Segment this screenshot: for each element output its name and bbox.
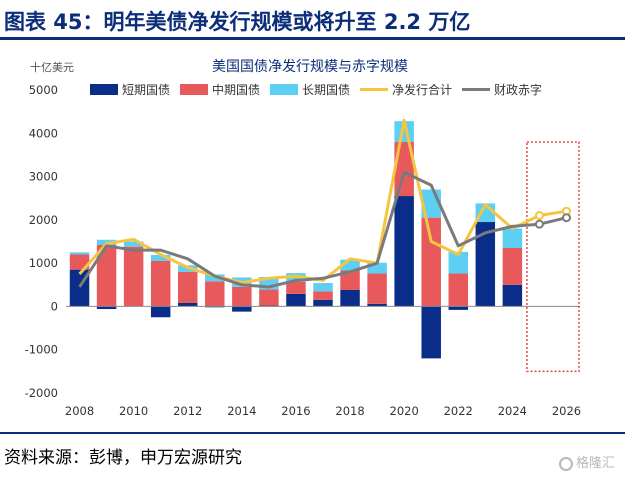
bar-segment bbox=[69, 254, 90, 270]
y-tick-label: -2000 bbox=[25, 386, 58, 400]
bar-segment bbox=[177, 271, 198, 303]
y-tick-label: 0 bbox=[51, 299, 58, 313]
watermark-text: 格隆汇 bbox=[575, 456, 615, 471]
legend-swatch bbox=[270, 84, 298, 95]
bar-segment bbox=[232, 286, 252, 307]
bar-segment bbox=[150, 254, 171, 261]
source-note: 资料来源：彭博，申万宏源研究 bbox=[4, 448, 242, 468]
legend: 短期国债 中期国债 长期国债 净发行合计 财政赤字 bbox=[90, 82, 542, 97]
footer-divider bbox=[0, 432, 625, 434]
bar-segment bbox=[367, 262, 387, 274]
y-axis-label: 十亿美元 bbox=[30, 60, 74, 74]
bar-segment bbox=[394, 196, 414, 307]
x-tick-label: 2016 bbox=[281, 404, 310, 418]
x-tick-label: 2024 bbox=[498, 404, 527, 418]
x-tick-label: 2018 bbox=[335, 404, 364, 418]
header-bar: 图表 45：明年美债净发行规模或将升至 2.2 万亿 bbox=[0, 0, 625, 40]
plot-area: -2000 -1000 0 1000 2000 3000 4000 5000 2008 2010 2… bbox=[25, 83, 582, 418]
forecast-point bbox=[561, 213, 571, 223]
legend-label: 长期国债 bbox=[302, 83, 350, 97]
bar-segment bbox=[475, 222, 496, 307]
bar-segment bbox=[421, 217, 441, 307]
legend-swatch bbox=[180, 84, 208, 95]
x-tick-label: 2010 bbox=[119, 404, 148, 418]
legend-label: 财政赤字 bbox=[494, 82, 542, 97]
y-tick-label: 3000 bbox=[29, 170, 58, 184]
watermark-logo-icon bbox=[558, 457, 573, 471]
legend-label: 净发行合计 bbox=[392, 82, 452, 97]
bar-segment bbox=[313, 283, 333, 292]
x-tick-label: 2012 bbox=[173, 404, 202, 418]
bar-segment bbox=[205, 274, 225, 282]
chart-title: 美国国债净发行规模与赤字规模 bbox=[212, 59, 408, 75]
legend-label: 短期国债 bbox=[122, 83, 170, 97]
x-tick-label: 2026 bbox=[552, 404, 581, 418]
bar-segment bbox=[502, 284, 523, 307]
line-series bbox=[78, 170, 567, 289]
legend-label: 中期国债 bbox=[212, 82, 260, 97]
x-tick-label: 2014 bbox=[227, 404, 256, 418]
bar-segment bbox=[286, 281, 306, 294]
legend-swatch bbox=[90, 84, 118, 95]
forecast-point bbox=[534, 211, 544, 221]
chart: 美国国债净发行规模与赤字规模 十亿美元 -2000 -1000 0 1000 2000 3… bbox=[25, 59, 582, 418]
bar-segment bbox=[177, 302, 198, 307]
y-tick-label: 4000 bbox=[29, 126, 58, 140]
bar-segment bbox=[232, 306, 252, 312]
y-tick-label: -1000 bbox=[25, 343, 58, 357]
line-series bbox=[78, 118, 567, 285]
watermark: 格隆汇 bbox=[558, 452, 615, 471]
bar-segment bbox=[448, 273, 469, 307]
bar-segment bbox=[150, 306, 171, 318]
bar-segment bbox=[69, 252, 90, 255]
bar-segment bbox=[448, 251, 469, 274]
bar-segment bbox=[340, 289, 360, 307]
x-tick-label: 2008 bbox=[65, 404, 94, 418]
bar-segment bbox=[367, 303, 387, 307]
bar-segment bbox=[502, 228, 523, 248]
y-tick-label: 2000 bbox=[29, 213, 58, 227]
forecast-highlight-box bbox=[526, 141, 580, 373]
bar-segment bbox=[448, 306, 469, 310]
bar-segment bbox=[340, 270, 360, 290]
bar-segment bbox=[313, 299, 333, 307]
x-tick-label: 2022 bbox=[444, 404, 473, 418]
bar-segment bbox=[502, 247, 523, 285]
bar-segment bbox=[96, 306, 117, 310]
bar-segment bbox=[205, 281, 225, 307]
bar-segment bbox=[259, 289, 279, 306]
bar-segment bbox=[367, 273, 387, 304]
bar-segment bbox=[340, 259, 360, 271]
bar-segment bbox=[123, 246, 144, 307]
bar-segment bbox=[123, 241, 144, 247]
bar-segment bbox=[150, 260, 171, 307]
bar-segment bbox=[286, 293, 306, 307]
bar-segment bbox=[421, 306, 441, 359]
bar-segment bbox=[313, 291, 333, 300]
bar-segment bbox=[394, 141, 414, 197]
forecast-point bbox=[534, 219, 544, 229]
bar-segment bbox=[96, 244, 117, 307]
y-tick-label: 5000 bbox=[29, 83, 58, 97]
x-tick-label: 2020 bbox=[390, 404, 419, 418]
y-tick-label: 1000 bbox=[29, 256, 58, 270]
page-title: 图表 45：明年美债净发行规模或将升至 2.2 万亿 bbox=[4, 10, 471, 34]
